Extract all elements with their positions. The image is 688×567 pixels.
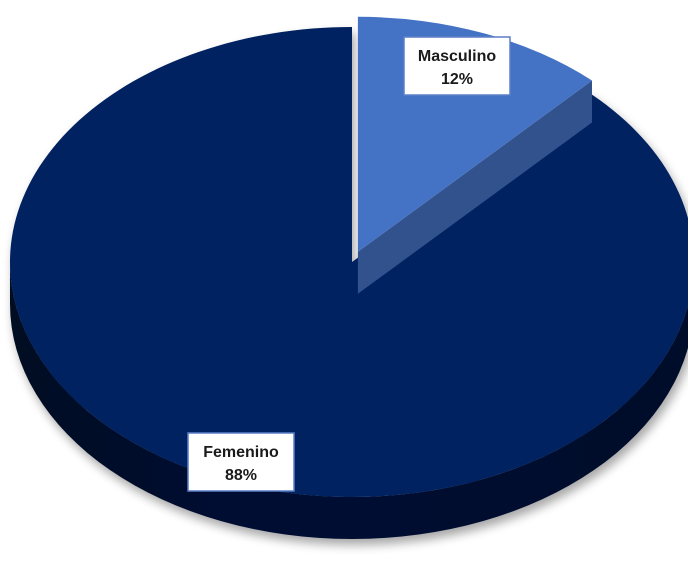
- data-label-masculino-percent: 12%: [441, 71, 473, 88]
- slice-femenino-side: [10, 262, 688, 539]
- data-label-femenino: Femenino 88%: [187, 432, 295, 492]
- data-label-masculino-box: [403, 36, 511, 96]
- data-label-masculino: Masculino 12%: [403, 36, 511, 96]
- slice-masculino-cut: [357, 80, 593, 294]
- data-label-femenino-percent: 88%: [225, 467, 257, 484]
- data-label-femenino-category: Femenino: [203, 444, 279, 461]
- data-label-masculino-category: Masculino: [418, 48, 496, 65]
- data-label-femenino-box: [187, 432, 295, 492]
